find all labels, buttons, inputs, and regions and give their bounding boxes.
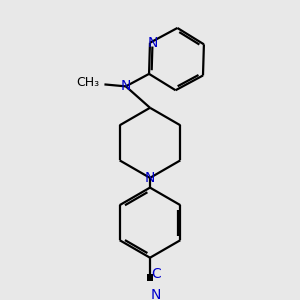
Text: N: N [145, 171, 155, 185]
Text: C: C [151, 267, 161, 281]
Text: N: N [151, 288, 161, 300]
Text: CH₃: CH₃ [76, 76, 100, 89]
Text: N: N [148, 36, 158, 50]
Text: N: N [121, 80, 131, 93]
